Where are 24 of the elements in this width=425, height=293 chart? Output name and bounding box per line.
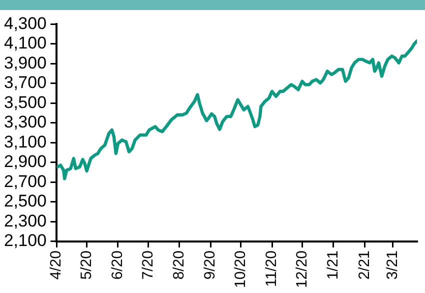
y-tick-label: 2,300 (4, 211, 47, 230)
y-tick-label: 2,700 (4, 172, 47, 191)
x-tick-label: 4/20 (48, 250, 65, 280)
x-tick-label: 9/20 (202, 250, 219, 280)
x-tick-label: 5/20 (78, 250, 95, 280)
x-tick-label: 11/20 (263, 250, 280, 287)
y-tick-label: 3,700 (4, 73, 47, 92)
y-tick-label: 3,900 (4, 53, 47, 72)
x-tick-label: 10/20 (232, 250, 249, 288)
y-tick-label: 2,900 (4, 152, 47, 172)
x-tick-label: 6/20 (109, 250, 126, 280)
x-tick-label: 7/20 (139, 250, 156, 280)
x-tick-label: 3/21 (384, 250, 401, 280)
y-tick-label: 2,500 (4, 192, 47, 211)
y-tick-label: 2,100 (4, 231, 47, 250)
x-tick-label: 12/20 (293, 250, 310, 288)
y-tick-label: 3,500 (4, 92, 47, 112)
x-tick-label: 8/20 (170, 250, 188, 280)
y-tick-label: 4,300 (4, 14, 47, 33)
x-tick-label: 1/21 (324, 250, 342, 280)
y-tick-label: 3,300 (4, 112, 47, 132)
y-tick-label: 4,100 (4, 34, 47, 53)
x-tick-label: 2/21 (356, 250, 373, 280)
y-tick-label: 3,100 (4, 132, 47, 152)
